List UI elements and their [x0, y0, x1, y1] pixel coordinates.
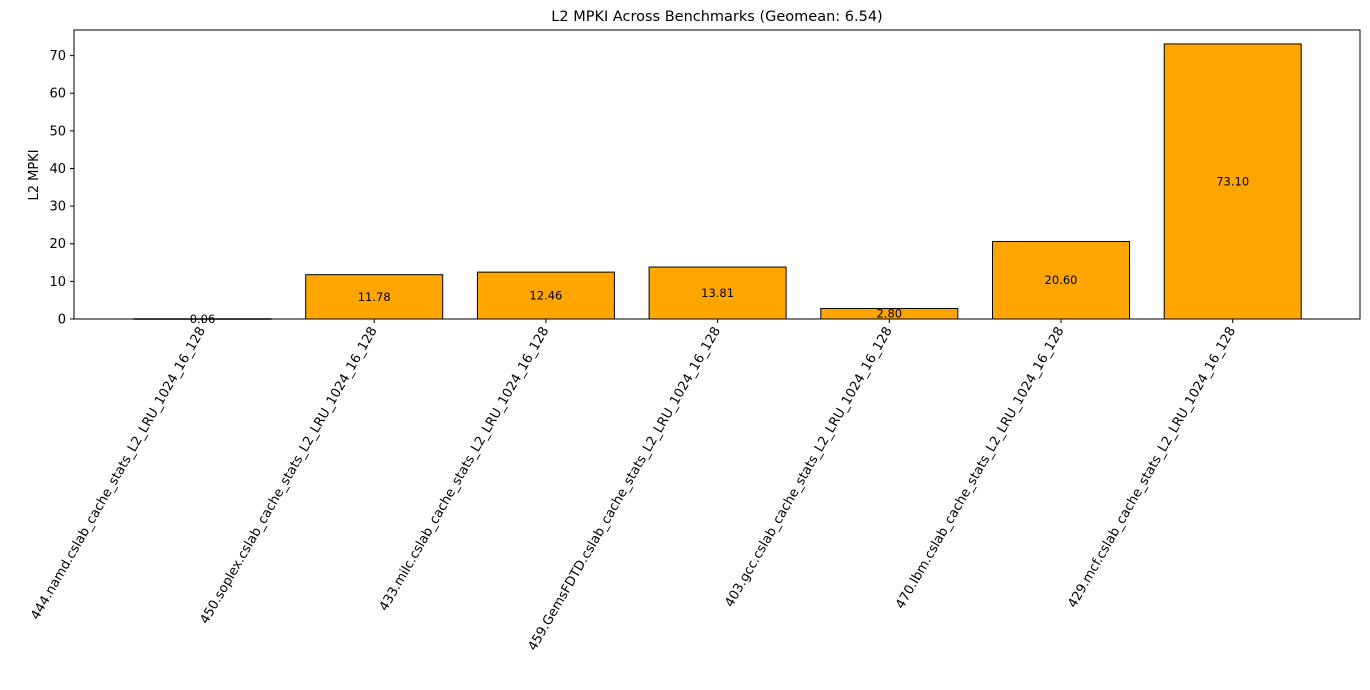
- x-tick-label: 403.gcc.cslab_cache_stats_L2_LRU_1024_16…: [722, 325, 895, 610]
- y-axis: 0 10 20 30 40 50 60 70: [49, 49, 74, 328]
- bar: [1163, 43, 1302, 320]
- bars-layer: [133, 43, 1302, 320]
- x-tick-label: 444.namd.cslab_cache_stats_L2_LRU_1024_1…: [28, 325, 209, 623]
- chart-title: L2 MPKI Across Benchmarks (Geomean: 6.54…: [551, 9, 882, 25]
- y-tick-label: 40: [49, 162, 66, 177]
- y-tick-label: 0: [58, 313, 66, 328]
- bar: [992, 240, 1130, 320]
- y-tick-label: 50: [49, 124, 66, 139]
- y-tick-label: 20: [49, 237, 66, 252]
- y-axis-label: L2 MPKI: [27, 149, 42, 200]
- x-tick-label: 459.GemsFDTD.cslab_cache_stats_L2_LRU_10…: [525, 325, 724, 654]
- bar-value-label: 2.80: [876, 307, 902, 321]
- x-tick-label: 450.soplex.cslab_cache_stats_L2_LRU_1024…: [198, 325, 381, 627]
- y-tick-label: 10: [49, 275, 66, 290]
- x-tick-label: 429.mcf.cslab_cache_stats_L2_LRU_1024_16…: [1065, 325, 1239, 611]
- x-tick-label: 433.milc.cslab_cache_stats_L2_LRU_1024_1…: [377, 325, 553, 614]
- bar: [305, 274, 444, 320]
- x-axis: 444.namd.cslab_cache_stats_L2_LRU_1024_1…: [28, 319, 1239, 653]
- plot-frame: [73, 29, 1361, 320]
- y-tick-label: 60: [49, 87, 66, 102]
- bar: [648, 266, 787, 320]
- x-tick-label: 470.lbm.cslab_cache_stats_L2_LRU_1024_16…: [893, 325, 1067, 612]
- y-tick-label: 70: [49, 49, 66, 64]
- y-tick-label: 30: [49, 200, 66, 215]
- bar-value-label: 73.10: [1216, 174, 1249, 188]
- bar-value-label: 13.81: [701, 286, 734, 300]
- bar-value-label: 12.46: [529, 289, 562, 303]
- bar-value-label: 11.78: [358, 290, 391, 304]
- bar-value-label: 20.60: [1045, 273, 1078, 287]
